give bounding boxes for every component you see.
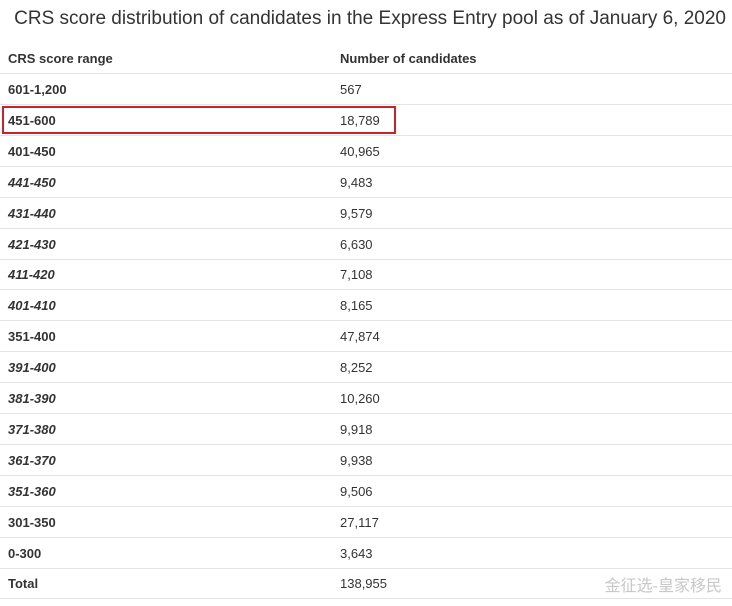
table-cell: 7,108 bbox=[340, 267, 373, 283]
table-cell: 381-390 bbox=[8, 391, 56, 406]
header-row: CRS score range Number of candidates bbox=[0, 43, 732, 74]
table-row: 371-380 9,918 bbox=[0, 414, 732, 445]
table-cell: 401-450 bbox=[8, 143, 56, 159]
table-row: 431-440 9,579 bbox=[0, 198, 732, 229]
highlight-box bbox=[2, 105, 396, 134]
table-cell: 431-440 bbox=[8, 205, 56, 221]
table-row: 0-300 3,643 bbox=[0, 538, 732, 569]
table-cell: 8,165 bbox=[340, 298, 373, 314]
table-cell: 0-300 bbox=[8, 545, 42, 561]
table-row: Total 138,955 bbox=[0, 568, 732, 600]
table-cell: 40,965 bbox=[340, 143, 380, 159]
table-cell: 27,117 bbox=[340, 514, 379, 530]
table-cell: 18,789 bbox=[340, 112, 380, 128]
watermark: 金征选-皇家移民 bbox=[604, 578, 722, 595]
table-cell: 138,955 bbox=[340, 576, 387, 592]
table-cell: 6,630 bbox=[340, 236, 373, 252]
table-cell: 8,252 bbox=[340, 360, 373, 376]
table-cell: 441-450 bbox=[8, 174, 56, 190]
table-cell: 9,506 bbox=[340, 483, 373, 499]
table-cell: 9,579 bbox=[340, 205, 373, 221]
table-cell: 351-360 bbox=[8, 483, 56, 499]
table-row: 421-430 6,630 bbox=[0, 229, 732, 260]
table-row: 391-400 8,252 bbox=[0, 352, 732, 384]
table-cell: 9,938 bbox=[340, 452, 373, 468]
table-cell: 451-600 bbox=[8, 112, 56, 128]
table-row: 441-450 9,483 bbox=[0, 167, 732, 198]
table-cell: Total bbox=[8, 576, 39, 592]
table-cell: 351-400 bbox=[8, 329, 56, 345]
table-cell: 361-370 bbox=[8, 452, 56, 468]
table-cell: 421-430 bbox=[8, 236, 56, 252]
table-row: 381-390 10,260 bbox=[0, 383, 732, 414]
table-row: 301-350 27,117 bbox=[0, 507, 732, 538]
table-cell: 411-420 bbox=[8, 267, 55, 283]
table-cell: 401-410 bbox=[8, 298, 56, 314]
title: CRS score distribution of candidates in … bbox=[14, 8, 726, 29]
table-row: 351-360 9,506 bbox=[0, 476, 732, 507]
table-row: 601-1,200 567 bbox=[0, 74, 732, 105]
table-cell: 301-350 bbox=[8, 514, 56, 530]
table-row: 401-450 40,965 bbox=[0, 136, 732, 167]
table-cell: 10,260 bbox=[340, 391, 380, 406]
header-cell: Number of candidates bbox=[340, 51, 477, 66]
table-row: 361-370 9,938 bbox=[0, 445, 732, 476]
table-cell: 47,874 bbox=[340, 329, 380, 345]
table-row: 411-420 7,108 bbox=[0, 259, 732, 291]
table-cell: 9,483 bbox=[340, 174, 373, 190]
table-cell: 9,918 bbox=[340, 421, 373, 437]
table-row: 401-410 8,165 bbox=[0, 290, 732, 322]
table-row: 351-400 47,874 bbox=[0, 321, 732, 353]
table-cell: 3,643 bbox=[340, 545, 373, 561]
table-cell: 371-380 bbox=[8, 421, 56, 437]
table-cell: 391-400 bbox=[8, 360, 56, 376]
table-cell: 567 bbox=[340, 82, 362, 97]
table-cell: 601-1,200 bbox=[8, 82, 67, 97]
header-cell: CRS score range bbox=[8, 51, 113, 66]
table-row: 451-600 18,789 bbox=[0, 105, 732, 136]
